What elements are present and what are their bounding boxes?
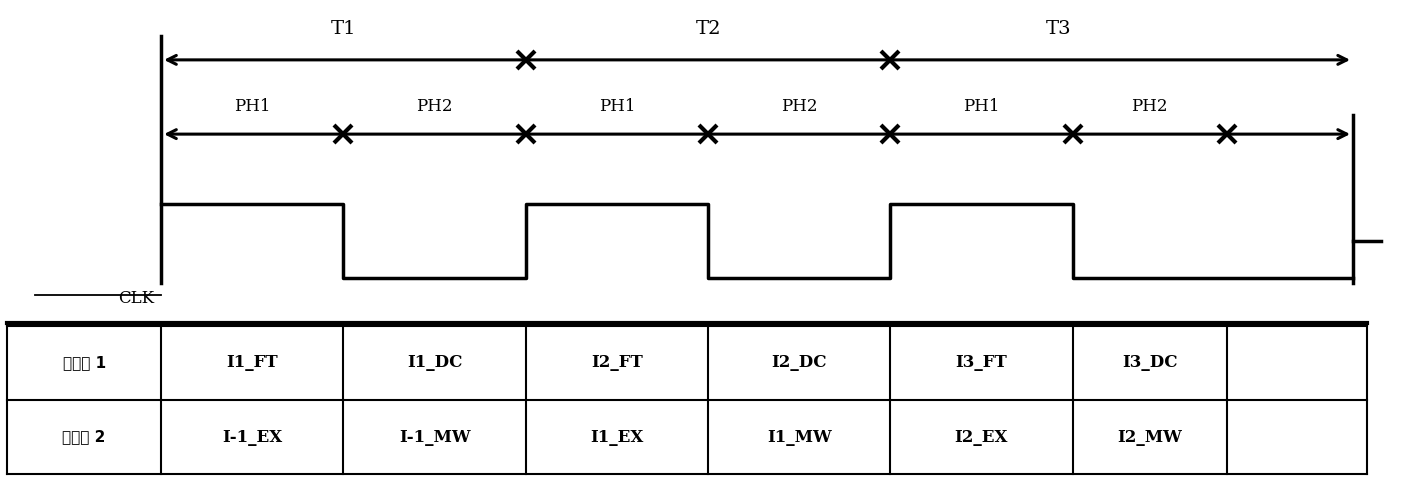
Text: I-1_MW: I-1_MW (398, 429, 471, 445)
Text: I1_MW: I1_MW (767, 429, 831, 445)
Text: PH1: PH1 (234, 98, 271, 115)
Text: 流水级 1: 流水级 1 (63, 355, 105, 370)
Text: I2_FT: I2_FT (592, 354, 642, 371)
Text: PH2: PH2 (1131, 98, 1168, 115)
Text: I2_EX: I2_EX (955, 429, 1008, 445)
Text: T2: T2 (695, 20, 721, 38)
Text: PH1: PH1 (963, 98, 1000, 115)
Text: I1_DC: I1_DC (407, 354, 463, 371)
Text: I3_FT: I3_FT (956, 354, 1007, 371)
Text: 流水级 2: 流水级 2 (63, 430, 105, 445)
Text: CLK: CLK (118, 290, 154, 307)
Text: T1: T1 (331, 20, 356, 38)
Text: I-1_EX: I-1_EX (223, 429, 282, 445)
Text: T3: T3 (1046, 20, 1071, 38)
Text: I2_MW: I2_MW (1117, 429, 1182, 445)
Text: I2_DC: I2_DC (771, 354, 827, 371)
Text: I3_DC: I3_DC (1122, 354, 1178, 371)
Text: I1_FT: I1_FT (227, 354, 278, 371)
Text: PH2: PH2 (416, 98, 453, 115)
Text: PH1: PH1 (599, 98, 635, 115)
Text: PH2: PH2 (781, 98, 817, 115)
Text: I1_EX: I1_EX (590, 429, 644, 445)
